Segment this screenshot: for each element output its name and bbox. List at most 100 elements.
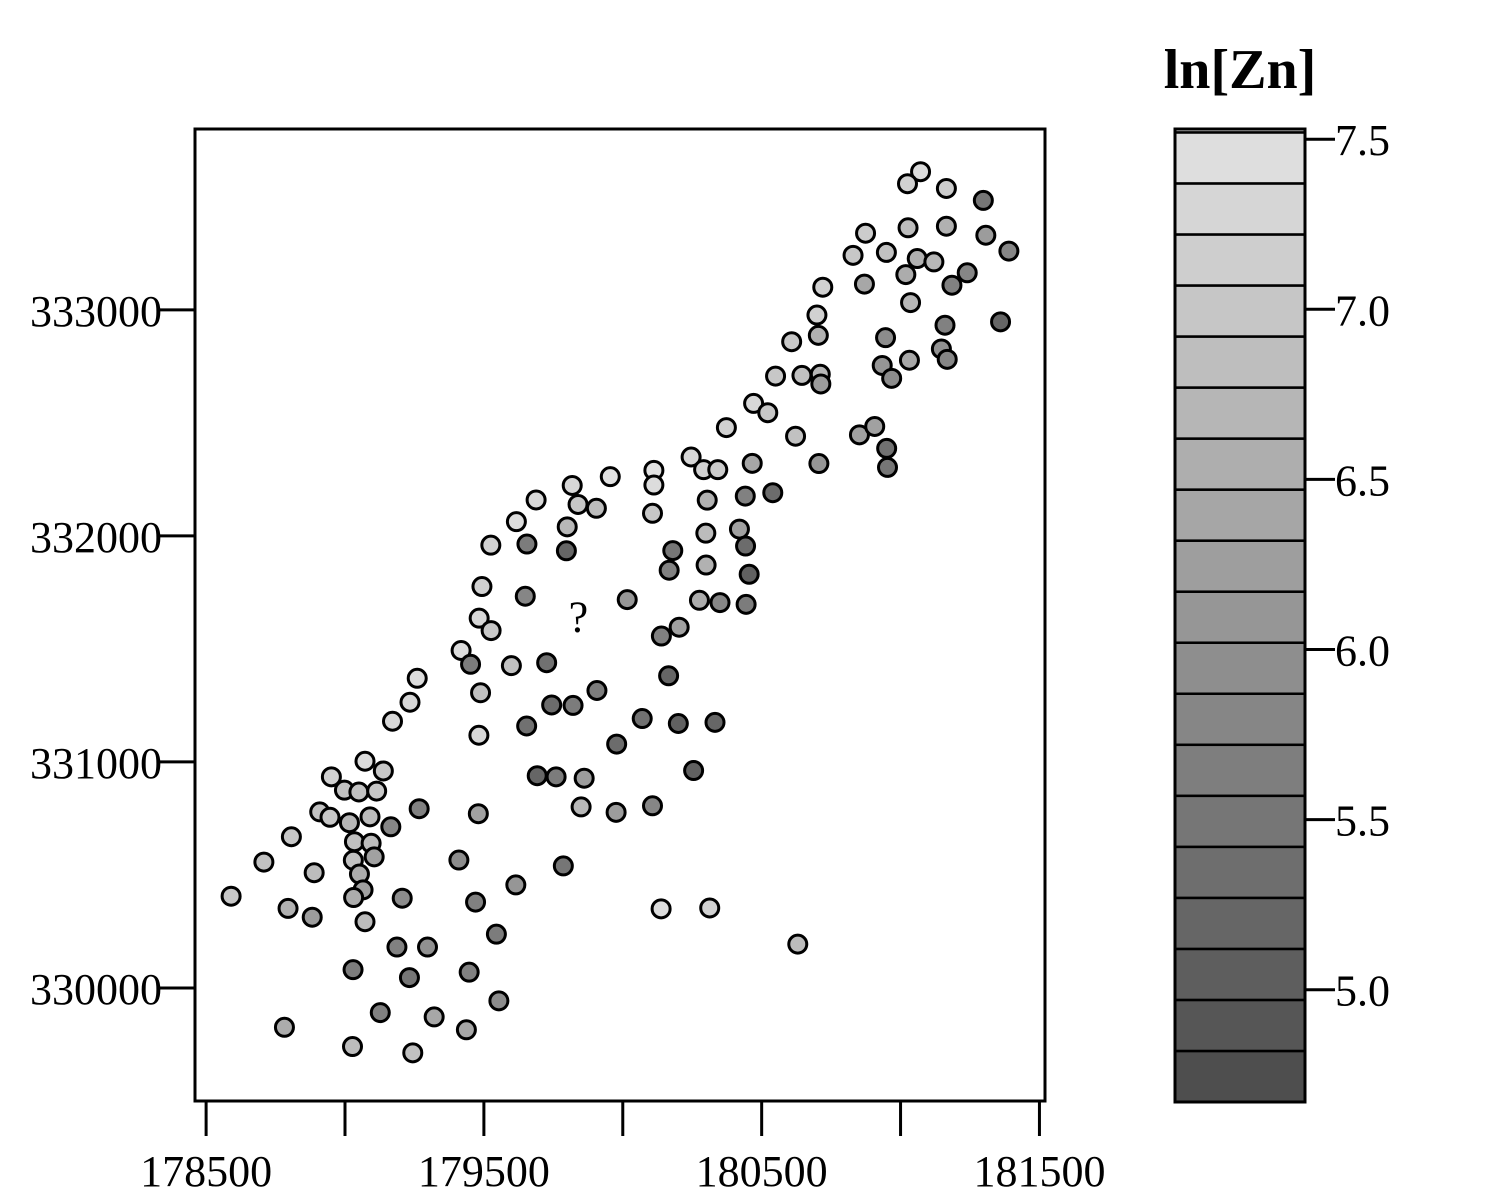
sample-point — [273, 1016, 295, 1038]
sample-point — [366, 780, 388, 802]
sample-point — [605, 801, 627, 823]
sample-points — [220, 161, 1020, 1064]
y-axis: 330000 331000 332000 333000 — [30, 287, 195, 1014]
legend-color-band — [1173, 386, 1307, 440]
sample-point — [877, 456, 898, 478]
sample-point — [658, 665, 680, 687]
sample-point — [343, 887, 365, 909]
sample-point — [541, 694, 563, 716]
sample-point — [990, 311, 1012, 333]
sample-point — [728, 518, 750, 540]
sample-point — [762, 482, 784, 504]
sample-point — [468, 607, 490, 629]
sample-point — [467, 803, 489, 825]
legend-tick-label: 5.0 — [1335, 967, 1390, 1016]
sample-point — [941, 274, 963, 296]
sample-point — [667, 713, 689, 735]
sample-point — [688, 589, 710, 611]
legend-tick-label: 7.0 — [1335, 286, 1390, 335]
sample-point — [552, 855, 574, 877]
sample-point — [842, 244, 864, 266]
y-tick-label: 330000 — [30, 965, 162, 1014]
sample-point — [556, 516, 578, 538]
legend-color-band — [1173, 794, 1307, 849]
legend-color-band — [1173, 590, 1307, 644]
sample-point — [585, 497, 607, 519]
x-axis: 178500 179500 180500 181500 — [140, 1099, 1105, 1196]
sample-point — [555, 540, 577, 562]
sample-point — [895, 264, 917, 286]
sample-point — [791, 364, 813, 386]
sample-point — [898, 349, 920, 371]
sample-point — [369, 1002, 391, 1024]
sample-point — [220, 885, 242, 907]
sample-point — [935, 215, 957, 237]
sample-point — [354, 911, 376, 933]
legend-color-band — [1173, 743, 1307, 798]
sample-point — [280, 826, 302, 848]
sample-point — [406, 667, 428, 689]
sample-point — [709, 592, 731, 614]
sample-point — [876, 437, 898, 459]
sample-point — [586, 679, 608, 701]
sample-point — [696, 489, 718, 511]
legend-tick-label: 7.5 — [1335, 116, 1390, 165]
sample-point — [567, 493, 589, 515]
sample-point — [354, 750, 376, 772]
sample-point — [699, 897, 721, 919]
plot-area-border — [193, 127, 1047, 1103]
x-tick-label: 179500 — [418, 1147, 550, 1196]
legend-color-band — [1173, 896, 1307, 951]
legend-color-band — [1173, 284, 1307, 338]
sample-point — [735, 535, 757, 557]
sample-point — [319, 806, 341, 828]
sample-point — [743, 392, 765, 414]
legend-border — [1173, 127, 1307, 1104]
sample-point — [386, 936, 408, 958]
x-tick-label: 181500 — [973, 1147, 1105, 1196]
sample-point — [470, 682, 492, 704]
sample-point — [536, 652, 558, 674]
sample-point — [382, 710, 403, 732]
legend-color-band — [1173, 1049, 1307, 1104]
legend-tick-label: 6.5 — [1335, 456, 1390, 505]
sample-point — [695, 522, 717, 544]
sample-point — [738, 563, 760, 585]
sample-point — [363, 846, 385, 868]
legend-color-band — [1173, 641, 1307, 695]
sample-point — [972, 189, 994, 211]
sample-point — [910, 161, 932, 183]
sample-point — [810, 373, 832, 395]
sample-point — [301, 906, 323, 928]
sample-point — [380, 816, 402, 838]
sample-point — [423, 1006, 445, 1028]
sample-point — [735, 593, 757, 615]
sample-point — [514, 585, 536, 607]
sample-point — [683, 760, 705, 782]
sample-point — [936, 348, 958, 370]
sample-point — [616, 589, 638, 611]
sample-point — [545, 766, 567, 788]
sample-point — [897, 173, 918, 195]
legend-color-band — [1173, 692, 1307, 747]
legend-color-band — [1173, 131, 1307, 185]
sample-point — [485, 923, 507, 945]
sample-point — [934, 314, 956, 336]
sample-point — [408, 798, 430, 820]
sample-point — [757, 402, 779, 424]
question-mark-annotation: ? — [569, 592, 589, 641]
sample-point — [471, 576, 493, 598]
sample-point — [500, 655, 522, 677]
sample-point — [956, 262, 978, 284]
sample-point — [562, 694, 584, 716]
sample-point — [781, 331, 803, 353]
sample-point — [570, 796, 592, 818]
legend-color-band — [1173, 335, 1307, 389]
sample-point — [342, 1036, 363, 1058]
sample-point — [650, 625, 672, 647]
legend-tick-label: 6.0 — [1335, 627, 1390, 676]
sample-point — [642, 502, 663, 524]
sample-point — [785, 425, 807, 447]
sample-point — [662, 540, 684, 562]
